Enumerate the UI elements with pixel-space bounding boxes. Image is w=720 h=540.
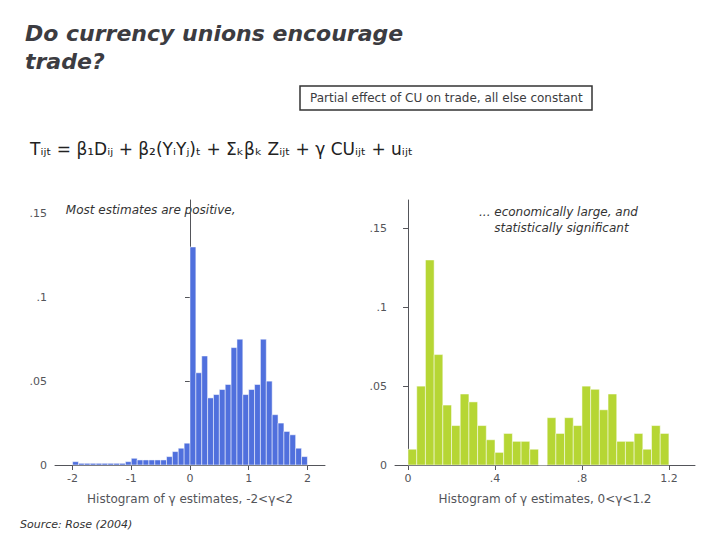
svg-text:1.2: 1.2 <box>660 472 678 485</box>
svg-text:Partial effect of CU on trade,: Partial effect of CU on trade, all else … <box>310 91 583 105</box>
svg-text:0: 0 <box>187 472 194 485</box>
svg-text:Histogram of γ estimates, -2<γ: Histogram of γ estimates, -2<γ<2 <box>87 492 293 506</box>
svg-text:statistically significant: statistically significant <box>479 221 630 235</box>
svg-text:0: 0 <box>380 459 387 472</box>
svg-text:0: 0 <box>405 472 412 485</box>
svg-text:2: 2 <box>304 472 311 485</box>
svg-text:.8: .8 <box>577 472 588 485</box>
svg-text:.05: .05 <box>370 380 388 393</box>
svg-text:Most estimates are positive,: Most estimates are positive, <box>66 203 236 217</box>
svg-text:.15: .15 <box>370 222 388 235</box>
svg-text:trade?: trade? <box>25 49 105 74</box>
svg-text:.1: .1 <box>377 301 388 314</box>
svg-text:1: 1 <box>245 472 252 485</box>
svg-text:Source: Rose (2004): Source: Rose (2004) <box>20 518 132 531</box>
svg-text:.4: .4 <box>490 472 501 485</box>
svg-text:Do currency unions encourage: Do currency unions encourage <box>25 21 403 46</box>
svg-text:.1: .1 <box>37 291 48 304</box>
svg-text:Tᵢⱼₜ = β₁Dᵢⱼ + β₂(YᵢYⱼ)ₜ + Σₖβ: Tᵢⱼₜ = β₁Dᵢⱼ + β₂(YᵢYⱼ)ₜ + Σₖβₖ Zᵢⱼₜ + γ… <box>29 139 413 159</box>
svg-text:Histogram of γ estimates, 0<γ<: Histogram of γ estimates, 0<γ<1.2 <box>439 492 652 506</box>
svg-text:.15: .15 <box>30 207 48 220</box>
svg-text:-2: -2 <box>67 472 78 485</box>
svg-text:... economically large, and: ... economically large, and <box>479 205 638 219</box>
svg-text:0: 0 <box>40 459 47 472</box>
svg-text:.05: .05 <box>30 375 48 388</box>
svg-text:-1: -1 <box>126 472 137 485</box>
